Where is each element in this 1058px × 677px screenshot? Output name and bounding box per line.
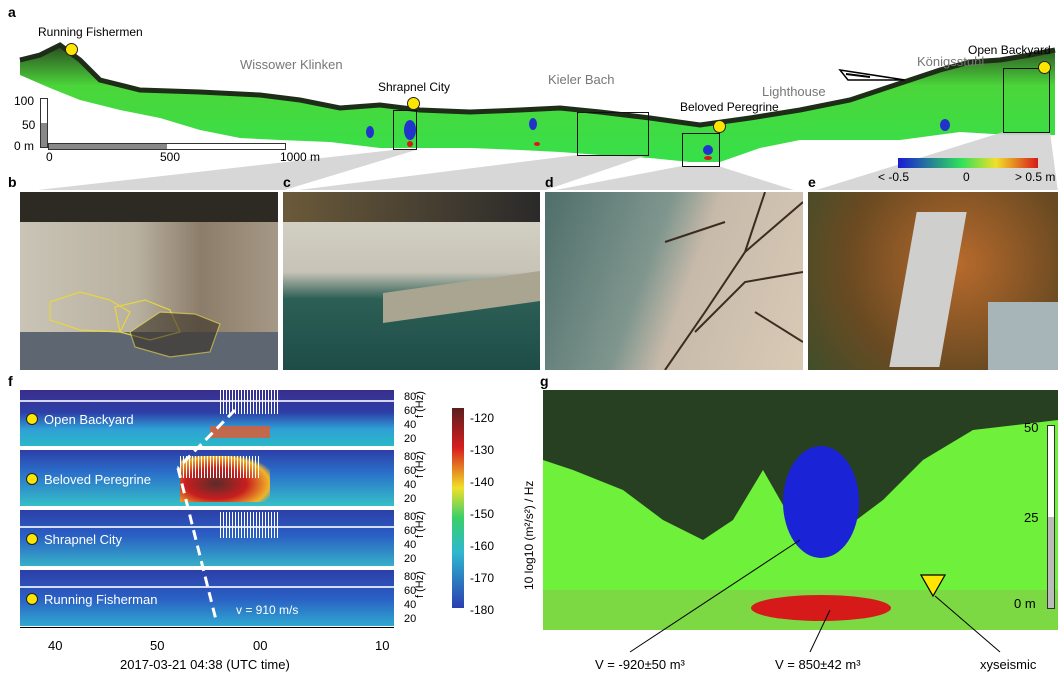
freq-ticks: 80 60 40 20 — [404, 511, 417, 565]
site-label: Running Fishermen — [38, 25, 143, 39]
box-shrapnel-city — [393, 110, 417, 150]
velocity-label: v = 910 m/s — [236, 603, 299, 617]
photo-b — [20, 192, 278, 370]
g-scale-top: 50 — [1024, 420, 1039, 435]
colorbar-max: > 0.5 m — [1015, 170, 1056, 184]
colorbar-min: < -0.5 — [878, 170, 910, 184]
difference-colorbar — [898, 158, 1038, 168]
place-label: Lighthouse — [762, 84, 826, 99]
time-axis-label: 2017-03-21 04:38 (UTC time) — [120, 657, 290, 672]
g-scale-bottom: 0 m — [1014, 596, 1036, 611]
station-marker — [26, 413, 38, 425]
site-label: Shrapnel City — [378, 80, 451, 94]
station-name: Open Backyard — [44, 412, 134, 427]
seismic-label: xyseismic — [980, 657, 1037, 672]
place-label: Wissower Klinken — [240, 57, 343, 72]
spectrogram-beloved-peregrine: Beloved Peregrine — [20, 450, 394, 506]
site-marker — [65, 43, 78, 56]
time-tick: 00 — [253, 638, 268, 653]
box-kieler-bach — [577, 112, 649, 156]
station-marker — [26, 533, 38, 545]
site-label: Beloved Peregrine — [680, 100, 779, 114]
site-label: Open Backyard — [968, 43, 1051, 57]
hscale-0: 0 — [46, 150, 53, 164]
panel-g-label: g — [540, 373, 549, 389]
place-label: Königsstuhl — [917, 54, 985, 69]
time-tick: 40 — [48, 638, 63, 653]
station-marker — [26, 473, 38, 485]
time-tick: 10 — [375, 638, 390, 653]
volume-gain-label: V = 850±42 m³ — [775, 657, 861, 672]
panel-d-label: d — [545, 174, 554, 190]
box-open-backyard — [1003, 68, 1050, 133]
velocity-line — [176, 408, 237, 621]
photo-e — [808, 192, 1058, 370]
vscale-mid: 50 — [22, 118, 36, 132]
panel-e-label: e — [808, 174, 816, 190]
psd-colorbar — [452, 408, 464, 608]
photo-d — [545, 192, 803, 370]
colorbar-mid: 0 — [963, 170, 970, 184]
g-scale-bar — [1047, 425, 1055, 609]
box-beloved-peregrine — [682, 133, 720, 167]
spectrogram-shrapnel-city: Shrapnel City — [20, 510, 394, 566]
station-marker — [26, 593, 38, 605]
cliff-panorama — [19, 42, 1058, 190]
freq-ticks: 80 60 40 20 — [404, 391, 417, 445]
seismic-station-icon — [920, 574, 946, 598]
difference-map — [543, 390, 1058, 630]
volume-loss-label: V = -920±50 m³ — [595, 657, 685, 672]
time-axis — [20, 627, 394, 628]
hscale-1000: 1000 m — [280, 150, 321, 164]
place-label: Kieler Bach — [548, 72, 615, 87]
freq-ticks: 80 60 40 20 — [404, 451, 417, 505]
panel-b-label: b — [8, 174, 17, 190]
time-tick: 50 — [150, 638, 165, 653]
panel-c-label: c — [283, 174, 291, 190]
g-scale-mid: 25 — [1024, 510, 1039, 525]
site-marker — [713, 120, 726, 133]
psd-colorbar-ticks: -120 -130 -140 -150 -160 -170 -180 — [470, 411, 495, 617]
site-marker — [407, 97, 420, 110]
vscale-bottom: 0 m — [14, 139, 35, 153]
hscale-500: 500 — [160, 150, 181, 164]
panel-f-label: f — [8, 373, 13, 389]
site-marker — [1038, 61, 1051, 74]
station-name: Shrapnel City — [44, 532, 123, 547]
vscale-top: 100 — [14, 94, 35, 108]
photo-c — [283, 192, 540, 370]
horizontal-scale-bar — [48, 143, 286, 150]
spectrogram-running-fisherman: Running Fisherman — [20, 570, 394, 626]
panel-a-label: a — [8, 4, 16, 20]
station-name: Running Fisherman — [44, 592, 158, 607]
station-name: Beloved Peregrine — [44, 472, 151, 487]
freq-ticks: 80 60 40 20 — [404, 571, 417, 625]
vertical-scale-bar — [40, 98, 48, 148]
